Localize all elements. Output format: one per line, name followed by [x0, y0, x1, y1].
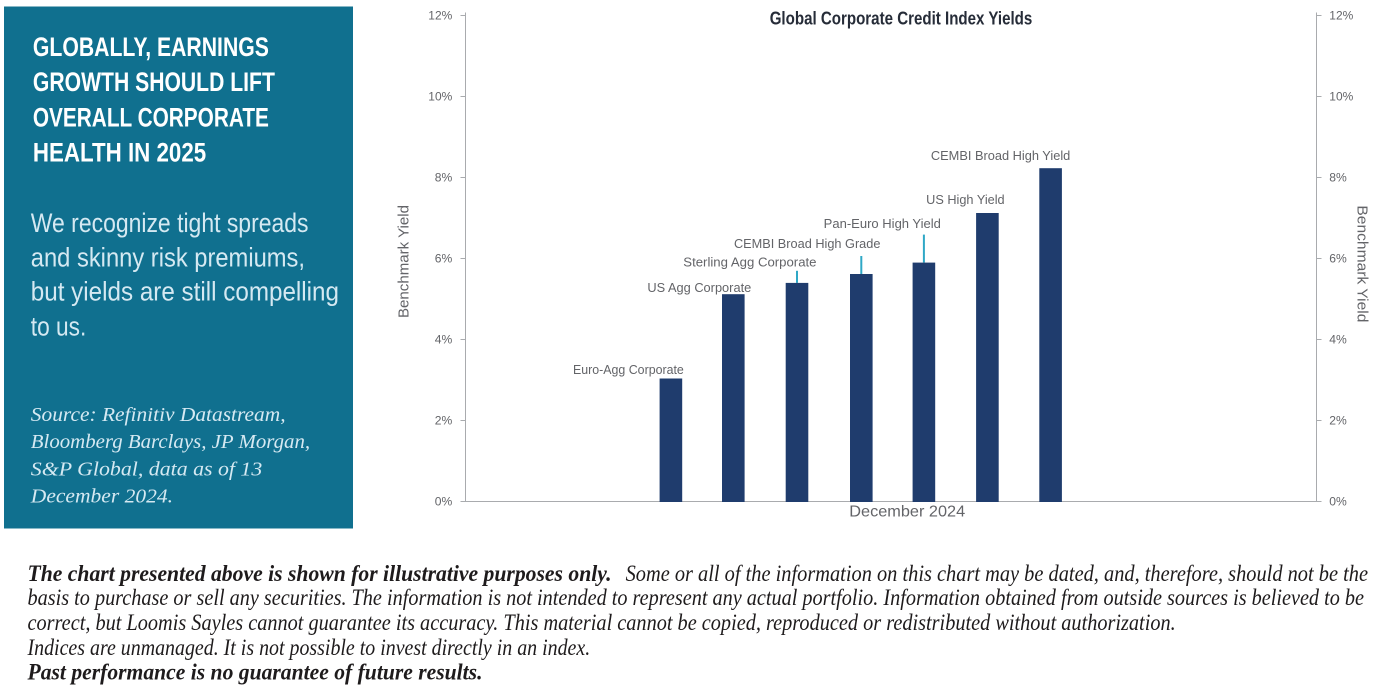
- svg-text:Bloomberg Barclays, JP Morgan,: Bloomberg Barclays, JP Morgan,: [31, 431, 310, 453]
- svg-text:Source: Refinitiv Datastream,: Source: Refinitiv Datastream,: [31, 404, 286, 426]
- svg-text:8%: 8%: [435, 171, 453, 185]
- svg-text:0%: 0%: [435, 495, 453, 509]
- svg-text:We recognize tight spreads: We recognize tight spreads: [31, 208, 309, 238]
- svg-text:2%: 2%: [435, 414, 453, 428]
- svg-text:6%: 6%: [1329, 252, 1347, 266]
- svg-text:HEALTH IN 2025: HEALTH IN 2025: [33, 138, 206, 168]
- svg-text:CEMBI Broad High Yield: CEMBI Broad High Yield: [931, 148, 1070, 163]
- svg-text:S&P Global, data as of 13: S&P Global, data as of 13: [31, 458, 262, 480]
- svg-text:0%: 0%: [1329, 495, 1347, 509]
- svg-text:to us.: to us.: [31, 312, 87, 342]
- svg-text:Pan-Euro High Yield: Pan-Euro High Yield: [824, 216, 941, 231]
- svg-text:10%: 10%: [1329, 90, 1353, 104]
- svg-text:4%: 4%: [1329, 333, 1347, 347]
- svg-text:12%: 12%: [428, 9, 452, 23]
- svg-text:and skinny risk premiums,: and skinny risk premiums,: [31, 242, 305, 272]
- svg-text:US Agg Corporate: US Agg Corporate: [647, 280, 751, 295]
- svg-text:Sterling Agg Corporate: Sterling Agg Corporate: [683, 255, 816, 270]
- svg-text:US High Yield: US High Yield: [926, 192, 1005, 207]
- svg-text:basis to purchase or sell any: basis to purchase or sell any securities…: [28, 585, 1365, 610]
- svg-text:Indices are unmanaged. It is n: Indices are unmanaged. It is not possibl…: [27, 635, 591, 660]
- svg-text:Benchmark Yield: Benchmark Yield: [396, 205, 413, 318]
- svg-text:4%: 4%: [435, 333, 453, 347]
- svg-text:CEMBI Broad High Grade: CEMBI Broad High Grade: [734, 236, 881, 251]
- svg-text:10%: 10%: [428, 90, 452, 104]
- svg-text:Euro-Agg Corporate: Euro-Agg Corporate: [573, 362, 684, 377]
- svg-text:6%: 6%: [435, 252, 453, 266]
- svg-text:12%: 12%: [1329, 9, 1353, 23]
- svg-text:GROWTH SHOULD LIFT: GROWTH SHOULD LIFT: [33, 67, 275, 97]
- svg-text:The chart presented above is s: The chart presented above is shown for i…: [28, 561, 612, 586]
- svg-text:but yields are still compellin: but yields are still compelling: [31, 276, 339, 306]
- svg-text:GLOBALLY, EARNINGS: GLOBALLY, EARNINGS: [33, 32, 269, 62]
- svg-text:OVERALL CORPORATE: OVERALL CORPORATE: [33, 102, 269, 132]
- svg-text:Past performance is no guarant: Past performance is no guarantee of futu…: [27, 660, 483, 685]
- svg-text:Some or all of the information: Some or all of the information on this c…: [626, 561, 1368, 586]
- svg-text:correct, but Loomis Sayles can: correct, but Loomis Sayles cannot guaran…: [28, 610, 1176, 635]
- svg-text:8%: 8%: [1329, 171, 1347, 185]
- svg-text:Global Corporate Credit Index: Global Corporate Credit Index Yields: [770, 8, 1033, 29]
- svg-text:December 2024.: December 2024.: [30, 486, 173, 508]
- svg-text:2%: 2%: [1329, 414, 1347, 428]
- svg-text:December 2024: December 2024: [849, 503, 965, 520]
- svg-text:Benchmark Yield: Benchmark Yield: [1354, 205, 1371, 322]
